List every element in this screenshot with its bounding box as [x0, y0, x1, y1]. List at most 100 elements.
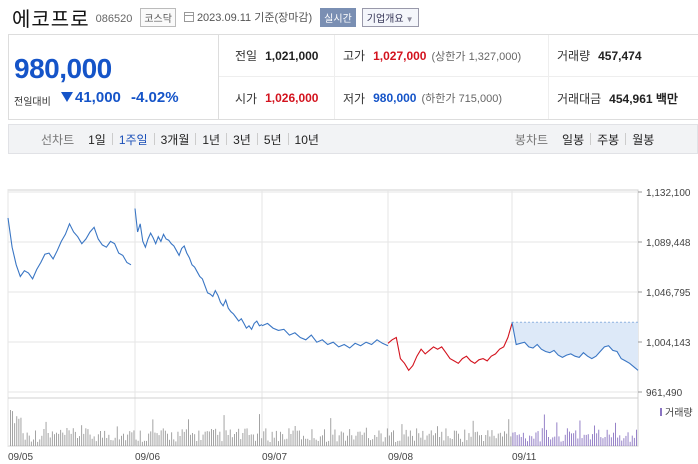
company-info-dropdown[interactable]: 기업개요 ▼ [361, 7, 419, 27]
volume-bar [564, 434, 566, 446]
volume-bar [602, 438, 604, 446]
volume-bar [462, 441, 464, 446]
volume-bar [499, 432, 501, 446]
volume-bar [535, 432, 537, 446]
range-3m-tab[interactable]: 3개월 [160, 132, 190, 147]
price-box: 980,000 전일대비 41,000 -4.02% [9, 35, 219, 119]
volume-bar [158, 435, 160, 446]
range-10y-tab[interactable]: 10년 [294, 132, 319, 147]
volume-bar [110, 440, 112, 446]
volume-bar [472, 420, 474, 446]
volume-bar [606, 429, 608, 446]
volume-bar [633, 437, 635, 446]
range-5y-tab[interactable]: 5년 [263, 132, 282, 147]
volume-bar [359, 431, 361, 446]
realtime-button[interactable]: 실시간 [320, 7, 356, 27]
volume-bar [39, 439, 41, 446]
volume-bar [47, 433, 49, 446]
volume-bar [58, 433, 60, 446]
volume-bar [600, 437, 602, 446]
range-1w-tab[interactable]: 1주일 [118, 132, 148, 147]
volume-bar [372, 439, 374, 446]
amount-label: 거래대금 [557, 91, 602, 106]
volume-bar [489, 436, 491, 446]
volume-bar [292, 430, 294, 446]
volume-bar [579, 420, 581, 446]
divider [256, 133, 258, 145]
volume-bar [41, 435, 43, 446]
range-1y-tab[interactable]: 1년 [202, 132, 221, 147]
volume-bar [405, 429, 407, 446]
volume-bar [83, 433, 85, 446]
volume-bar [558, 436, 560, 446]
volume-bar [123, 433, 124, 446]
line-chart-label: 선차트 [41, 132, 75, 147]
volume-bar [447, 436, 449, 446]
volume-bar [397, 440, 399, 446]
volume-bar [35, 430, 36, 446]
volume-bar [275, 430, 277, 446]
volume-bar [453, 430, 455, 446]
volume-bar [95, 441, 97, 446]
volume-bar [407, 436, 409, 446]
volume-bar [336, 441, 338, 446]
volume-bar [596, 433, 598, 446]
volume-bar [361, 434, 363, 446]
volume-bar [487, 430, 489, 446]
volume-bar [537, 431, 539, 446]
volume-bar [368, 438, 369, 446]
volume-bar [24, 439, 26, 446]
current-price: 980,000 [14, 53, 112, 84]
volume-bar [12, 411, 13, 446]
date-label: 2023.09.11 기준(장마감) [196, 12, 313, 24]
high-value: 1,027,000 [373, 48, 427, 63]
volume-bar [72, 428, 74, 446]
range-3y-tab[interactable]: 3년 [233, 132, 251, 147]
volume-bar [179, 436, 181, 446]
volume-bar [246, 428, 248, 446]
volume-bar [573, 433, 575, 446]
volume-bar [144, 440, 145, 446]
volume-bar [196, 441, 198, 446]
weekly-candle-tab[interactable]: 주봉 [597, 132, 620, 147]
volume-bar [131, 432, 133, 446]
volume-bar [198, 430, 200, 446]
volume-bar [522, 432, 524, 446]
y-tick-label: 961,490 [646, 388, 683, 399]
lower-limit: (하한가 715,000) [421, 93, 502, 105]
volume-bar [141, 441, 143, 446]
divider [226, 133, 228, 145]
volume-bar [430, 430, 432, 446]
stats-row: 전일 1,021,000 고가 1,027,000 (상한가 1,327,000… [219, 34, 698, 77]
volume-bar [30, 441, 32, 446]
volume-bar [401, 424, 403, 446]
monthly-candle-tab[interactable]: 월봉 [632, 132, 655, 147]
volume-bar [479, 435, 480, 446]
low-value: 980,000 [373, 91, 417, 105]
volume-bar [615, 422, 616, 446]
volume-bar [445, 428, 447, 446]
volume-bar [278, 441, 279, 446]
volume-bar [108, 434, 110, 446]
volume-bar [156, 433, 158, 446]
volume-bar [238, 428, 240, 446]
price-chart: 1,132,100 1,089,448 1,046,795 1,004,143 961,… [0, 170, 698, 464]
stock-header: 에코프로 086520 코스닥 2023.09.11 기준(장마감) 실시간 기… [0, 0, 698, 34]
volume-bar [556, 422, 558, 446]
volume-bar [382, 441, 384, 446]
volume-bar [384, 437, 386, 446]
daily-candle-tab[interactable]: 일봉 [562, 132, 585, 147]
open-label: 시가 [235, 91, 258, 106]
volume-bar [137, 440, 139, 446]
volume-bar [215, 428, 217, 446]
x-tick-label: 09/06 [135, 452, 160, 463]
volume-bar [250, 434, 252, 446]
volume-bar [617, 437, 619, 446]
volume-bar [566, 428, 568, 446]
volume-bar [395, 442, 397, 446]
range-1d-tab[interactable]: 1일 [88, 132, 106, 147]
volume-bar [139, 430, 141, 446]
volume-bar [311, 429, 313, 446]
volume-bar [177, 431, 179, 446]
volume-bar [627, 432, 629, 446]
